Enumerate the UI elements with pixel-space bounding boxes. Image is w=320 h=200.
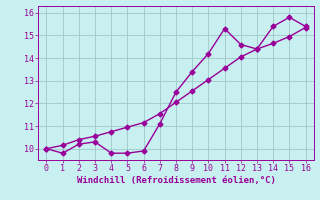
X-axis label: Windchill (Refroidissement éolien,°C): Windchill (Refroidissement éolien,°C) <box>76 176 276 185</box>
